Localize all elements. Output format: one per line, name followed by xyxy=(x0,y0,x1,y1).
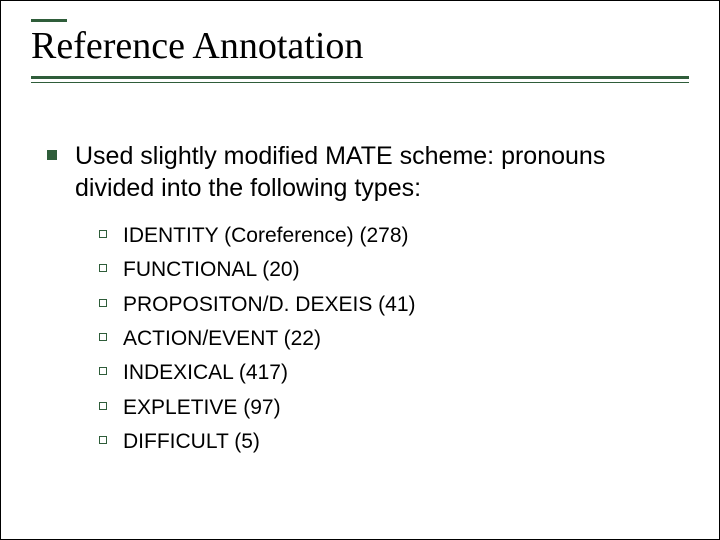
list-item-label: DIFFICULT (5) xyxy=(123,428,260,456)
square-outline-bullet-icon xyxy=(99,230,107,238)
title-rule-short xyxy=(31,19,67,22)
list-item: DIFFICULT (5) xyxy=(99,428,689,456)
list-item: IDENTITY (Coreference) (278) xyxy=(99,222,689,250)
square-outline-bullet-icon xyxy=(99,299,107,307)
slide-title: Reference Annotation xyxy=(31,24,689,68)
square-outline-bullet-icon xyxy=(99,264,107,272)
list-item-label: ACTION/EVENT (22) xyxy=(123,325,321,353)
square-outline-bullet-icon xyxy=(99,436,107,444)
intro-text: Used slightly modified MATE scheme: pron… xyxy=(75,140,689,204)
list-item: EXPLETIVE (97) xyxy=(99,394,689,422)
sublist: IDENTITY (Coreference) (278) FUNCTIONAL … xyxy=(47,222,689,456)
square-outline-bullet-icon xyxy=(99,333,107,341)
title-underline-thick xyxy=(31,76,689,79)
slide: Reference Annotation Used slightly modif… xyxy=(1,1,719,539)
square-bullet-icon xyxy=(47,150,57,160)
list-item: PROPOSITON/D. DEXEIS (41) xyxy=(99,291,689,319)
square-outline-bullet-icon xyxy=(99,367,107,375)
list-item: ACTION/EVENT (22) xyxy=(99,325,689,353)
title-underline xyxy=(31,76,689,88)
title-underline-thin xyxy=(31,82,689,83)
list-item: INDEXICAL (417) xyxy=(99,359,689,387)
list-item-label: FUNCTIONAL (20) xyxy=(123,256,300,284)
bullet-level1: Used slightly modified MATE scheme: pron… xyxy=(47,140,689,204)
content-area: Used slightly modified MATE scheme: pron… xyxy=(31,140,689,456)
list-item-label: EXPLETIVE (97) xyxy=(123,394,281,422)
list-item-label: INDEXICAL (417) xyxy=(123,359,288,387)
list-item-label: IDENTITY (Coreference) (278) xyxy=(123,222,409,250)
title-wrap: Reference Annotation xyxy=(31,24,689,68)
list-item: FUNCTIONAL (20) xyxy=(99,256,689,284)
list-item-label: PROPOSITON/D. DEXEIS (41) xyxy=(123,291,416,319)
square-outline-bullet-icon xyxy=(99,402,107,410)
